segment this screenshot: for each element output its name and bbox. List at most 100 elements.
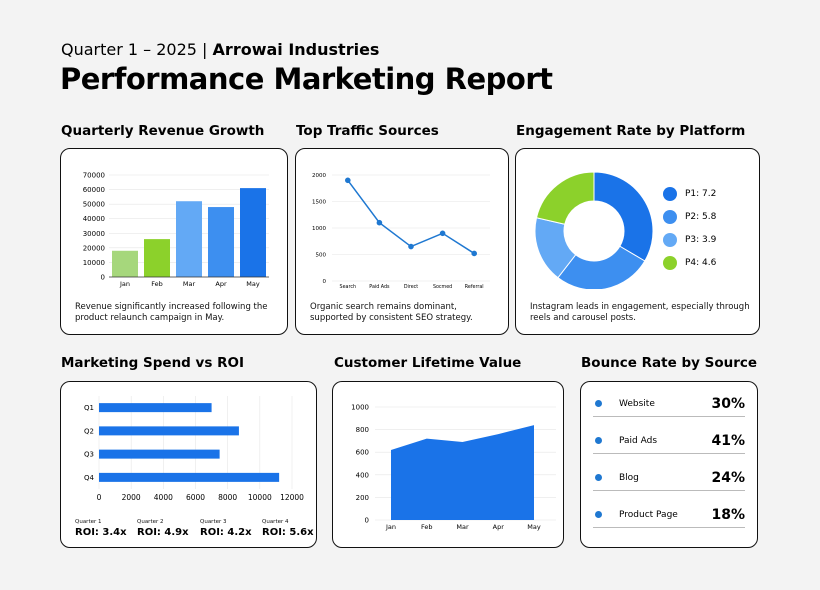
company-name: Arrowai Industries <box>212 40 380 59</box>
x-tick-label: Direct <box>404 284 418 290</box>
y-tick-label: 50000 <box>83 201 105 209</box>
data-point <box>345 177 351 184</box>
legend-item: P3: 3.9 <box>663 233 716 247</box>
bullet-icon <box>595 511 602 518</box>
roi-value: ROI: 4.9x <box>137 527 189 538</box>
x-tick-label: May <box>246 280 260 288</box>
y-tick-label: 0 <box>101 274 105 282</box>
legend-swatch <box>663 187 677 201</box>
y-tick-label: 800 <box>356 426 369 434</box>
legend-swatch <box>663 256 677 270</box>
bounce-row-product-page: Product Page 18% <box>593 502 745 528</box>
bar <box>208 207 234 277</box>
roi-value: ROI: 3.4x <box>75 527 127 538</box>
engagement-chart <box>534 171 654 289</box>
revenue-caption: Revenue significantly increased followin… <box>75 302 268 323</box>
x-tick-label: 4000 <box>154 493 173 502</box>
roi-value: ROI: 4.2x <box>200 527 252 538</box>
revenue-card: 0 10000 20000 30000 40000 50000 60000 70000 Jan F… <box>60 148 288 335</box>
x-tick-label: Socmed <box>433 284 452 290</box>
x-tick-label: 12000 <box>280 493 304 502</box>
series-line <box>347 179 475 255</box>
roi-quarter-label: Quarter 1 <box>75 519 102 525</box>
y-tick-label: 500 <box>316 253 327 259</box>
bounce-row-website: Website 30% <box>593 391 745 417</box>
bullet-icon <box>595 437 602 444</box>
page-title: Performance Marketing Report <box>60 62 553 96</box>
spend-chart: 0 2000 4000 6000 8000 10000 12000 Q1 Q2 Q3 Q4 <box>84 396 304 502</box>
roi-quarter-label: Quarter 3 <box>200 519 227 525</box>
y-tick-label: Q3 <box>84 451 94 459</box>
bounce-row-paid-ads: Paid Ads 41% <box>593 428 745 454</box>
x-tick-label: 0 <box>97 493 102 502</box>
data-point <box>471 250 477 257</box>
x-tick-label: 6000 <box>186 493 205 502</box>
y-tick-label: 0 <box>365 517 369 525</box>
x-tick-label: 10000 <box>248 493 272 502</box>
roi-q4: Quarter 4 ROI: 5.6x <box>262 519 314 538</box>
bounce-source: Paid Ads <box>619 435 658 446</box>
x-tick-label: Apr <box>493 523 505 531</box>
quarter-label: Quarter 1 – 2025 | <box>61 40 208 59</box>
legend-swatch <box>663 210 677 224</box>
donut-slice <box>535 171 595 225</box>
y-tick-label: 10000 <box>83 259 105 267</box>
donut-slice <box>593 171 654 262</box>
bounce-value: 30% <box>711 395 745 412</box>
bounce-title: Bounce Rate by Source <box>581 355 758 371</box>
area-fill <box>391 425 534 520</box>
roi-q1: Quarter 1 ROI: 3.4x <box>75 519 127 538</box>
y-tick-label: 60000 <box>83 186 105 194</box>
engagement-title: Engagement Rate by Platform <box>516 123 746 139</box>
y-tick-label: 400 <box>356 471 369 479</box>
x-tick-label: Mar <box>183 280 196 288</box>
x-tick-label: Feb <box>151 280 163 288</box>
legend-label: P4: 4.6 <box>685 258 717 268</box>
y-tick-label: 1500 <box>312 200 326 206</box>
bar <box>112 250 138 277</box>
y-tick-label: 600 <box>356 449 369 457</box>
y-tick-label: Q2 <box>84 427 94 435</box>
legend-swatch <box>663 233 677 247</box>
y-tick-label: 200 <box>356 494 369 502</box>
data-point <box>408 243 414 250</box>
bounce-card: Website 30% Paid Ads 41% Blog 24% Produc… <box>580 381 758 548</box>
bar <box>99 426 239 436</box>
legend-label: P1: 7.2 <box>685 189 717 199</box>
bar <box>99 472 280 482</box>
roi-value: ROI: 5.6x <box>262 527 314 538</box>
traffic-chart: 0 500 1000 1500 2000 Search Paid Ads Direct Socm… <box>312 173 490 290</box>
engagement-card: P1: 7.2 P2: 5.8 P3: 3.9 P4: 4.6 Instagram l… <box>515 148 760 335</box>
bounce-value: 41% <box>711 432 745 449</box>
legend-item: P1: 7.2 <box>663 187 716 201</box>
bar <box>99 403 212 413</box>
bounce-source: Product Page <box>619 509 678 520</box>
engagement-caption: Instagram leads in engagement, especiall… <box>530 302 750 323</box>
revenue-chart: 0 10000 20000 30000 40000 50000 60000 70000 Jan F… <box>83 172 269 288</box>
bar <box>240 188 266 277</box>
x-tick-label: Jan <box>385 523 396 531</box>
roi-quarter-label: Quarter 4 <box>262 519 289 525</box>
x-tick-label: Search <box>340 284 356 290</box>
x-tick-label: May <box>527 523 541 531</box>
bounce-value: 18% <box>711 506 745 523</box>
y-tick-label: Q1 <box>84 404 94 412</box>
spend-card: 0 2000 4000 6000 8000 10000 12000 Q1 Q2 Q3 Q4 Quar… <box>60 381 317 548</box>
y-tick-label: 0 <box>323 279 327 285</box>
traffic-caption: Organic search remains dominant, support… <box>310 302 473 323</box>
y-tick-label: 1000 <box>351 404 369 412</box>
x-tick-label: 8000 <box>218 493 237 502</box>
y-tick-label: 2000 <box>312 173 326 179</box>
roi-q3: Quarter 3 ROI: 4.2x <box>200 519 252 538</box>
bullet-icon <box>595 400 602 407</box>
y-tick-label: 40000 <box>83 215 105 223</box>
legend-item: P4: 4.6 <box>663 256 716 270</box>
bounce-value: 24% <box>711 469 745 486</box>
clv-card: 0 200 400 600 800 1000 Jan Feb Mar Apr May <box>332 381 564 548</box>
bullet-icon <box>595 474 602 481</box>
report-subtitle: Quarter 1 – 2025 | Arrowai Industries <box>61 40 379 59</box>
bar <box>99 449 220 459</box>
bar <box>144 239 170 277</box>
legend-label: P2: 5.8 <box>685 212 717 222</box>
x-tick-label: Apr <box>215 280 227 288</box>
